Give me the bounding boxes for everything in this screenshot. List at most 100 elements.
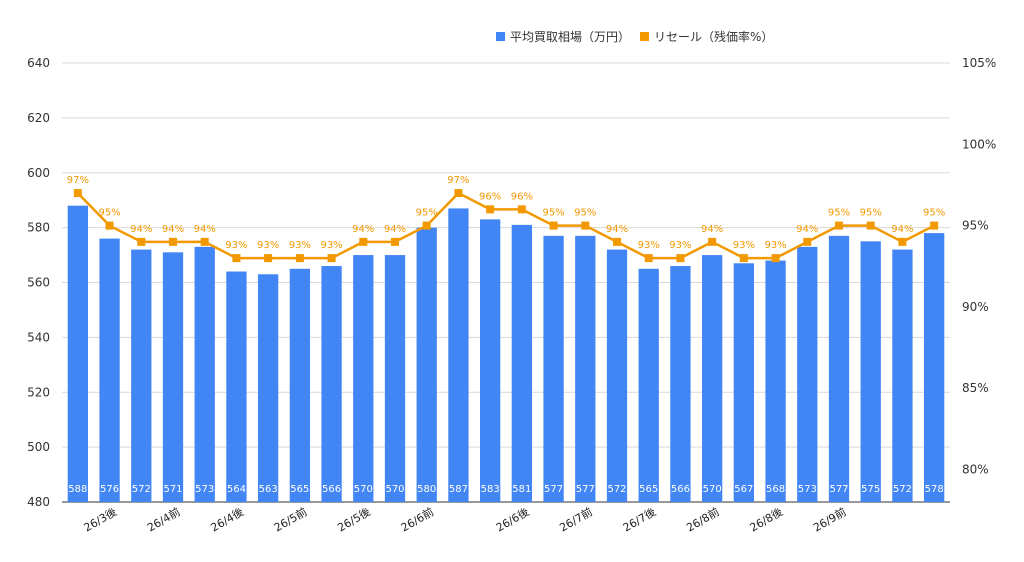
bar	[479, 219, 501, 503]
x-tick-label: 26/8前	[684, 504, 722, 534]
bar-value-label: 578	[925, 484, 944, 495]
legend-label-bar: 平均買取相場（万円）	[510, 30, 630, 44]
bar	[606, 249, 628, 502]
right-tick-label: 95%	[962, 219, 989, 233]
right-y-axis: 105% 100% 95% 90% 85% 80%	[962, 56, 996, 476]
bar	[416, 227, 437, 502]
line-point	[644, 254, 653, 263]
bar-value-label: 587	[449, 484, 468, 495]
line-value-label: 93%	[257, 240, 279, 251]
line-point	[454, 189, 463, 198]
bar	[67, 205, 89, 503]
line-value-label: 93%	[289, 240, 311, 251]
line-value-label: 95%	[860, 208, 882, 219]
bar-value-label: 565	[639, 484, 658, 495]
bar	[289, 268, 311, 502]
bar	[860, 241, 881, 502]
line-point	[549, 221, 558, 230]
left-tick-label: 520	[27, 385, 50, 399]
x-tick-label: 26/5前	[271, 504, 309, 534]
bar-value-label: 572	[132, 484, 151, 495]
right-tick-label: 100%	[962, 137, 996, 151]
line-value-label: 95%	[98, 208, 120, 219]
line-value-label: 94%	[194, 224, 216, 235]
line-point	[739, 254, 748, 263]
legend-label-line: リセール（残価率%）	[654, 29, 773, 44]
left-tick-label: 600	[27, 166, 50, 180]
left-tick-label: 560	[27, 276, 50, 290]
bar-value-label: 567	[734, 484, 753, 495]
line-value-label: 93%	[225, 240, 247, 251]
bar	[828, 235, 850, 502]
bar	[765, 260, 786, 502]
bar-value-label: 581	[512, 484, 531, 495]
left-tick-label: 580	[27, 221, 50, 235]
bar-value-label: 573	[195, 484, 214, 495]
bar-value-label: 566	[322, 484, 341, 495]
bar-series: 588 576 572 571 573 564 563 565 566 570 570 580 587 5…	[67, 205, 945, 503]
line-point	[835, 221, 843, 230]
line-value-label: 95%	[923, 208, 945, 219]
bar	[99, 238, 120, 502]
line-point	[517, 205, 526, 214]
line-point	[295, 254, 304, 263]
line-value-label: 93%	[638, 240, 660, 251]
right-tick-label: 80%	[962, 462, 989, 476]
x-tick-label: 26/9前	[811, 504, 849, 534]
line-point	[771, 254, 780, 263]
x-axis: 26/3後 26/4前 26/4後 26/5前 26/5後 26/6前 26/6後 26/7前…	[81, 504, 848, 534]
line-value-label: 96%	[511, 191, 533, 202]
legend-swatch-bar	[496, 32, 505, 41]
bar-value-label: 577	[544, 484, 563, 495]
bar	[448, 208, 469, 502]
line-point	[73, 189, 82, 198]
line-value-label: 94%	[130, 224, 152, 235]
bar-value-label: 568	[766, 484, 785, 495]
x-tick-label: 26/4前	[145, 504, 183, 534]
line-point	[232, 254, 241, 263]
line-point	[200, 237, 209, 246]
line-value-label: 97%	[67, 175, 89, 186]
bar	[226, 271, 247, 502]
line-value-label: 94%	[701, 224, 723, 235]
bar-value-label: 564	[227, 484, 246, 495]
line-value-label: 94%	[384, 224, 406, 235]
line-point	[866, 221, 875, 230]
line-value-label: 95%	[542, 208, 564, 219]
bar	[321, 266, 342, 502]
bar	[511, 224, 533, 502]
x-tick-label: 26/6後	[493, 504, 531, 534]
line-value-label: 93%	[669, 240, 691, 251]
bar-value-label: 588	[68, 484, 87, 495]
bar-value-label: 577	[829, 484, 848, 495]
bar-value-label: 565	[290, 484, 309, 495]
line-value-label: 95%	[416, 208, 438, 219]
bar	[257, 274, 279, 502]
left-tick-label: 480	[27, 495, 50, 509]
bar	[353, 255, 374, 502]
line-point	[264, 254, 273, 263]
bar-value-label: 571	[163, 484, 182, 495]
right-tick-label: 90%	[962, 300, 989, 314]
left-tick-label: 500	[27, 440, 50, 454]
bar	[701, 255, 723, 502]
bar-value-label: 580	[417, 484, 436, 495]
bar	[131, 249, 152, 502]
x-tick-label: 26/7後	[620, 504, 658, 534]
right-tick-label: 85%	[962, 381, 989, 395]
legend-swatch-line	[640, 32, 649, 41]
bar	[194, 246, 215, 502]
left-tick-label: 640	[27, 56, 50, 70]
bar-value-label: 570	[354, 484, 373, 495]
line-point	[581, 221, 590, 230]
line-point	[169, 237, 177, 246]
line-value-label: 95%	[828, 208, 850, 219]
line-point	[359, 237, 368, 246]
left-y-axis: 640 620 600 580 560 540 520 500 480	[27, 56, 50, 509]
x-tick-label: 26/8後	[747, 504, 785, 534]
bar-value-label: 576	[100, 484, 119, 495]
x-tick-label: 26/6前	[398, 504, 436, 534]
right-tick-label: 105%	[962, 56, 996, 70]
bar-value-label: 572	[607, 484, 626, 495]
bar	[543, 235, 564, 502]
